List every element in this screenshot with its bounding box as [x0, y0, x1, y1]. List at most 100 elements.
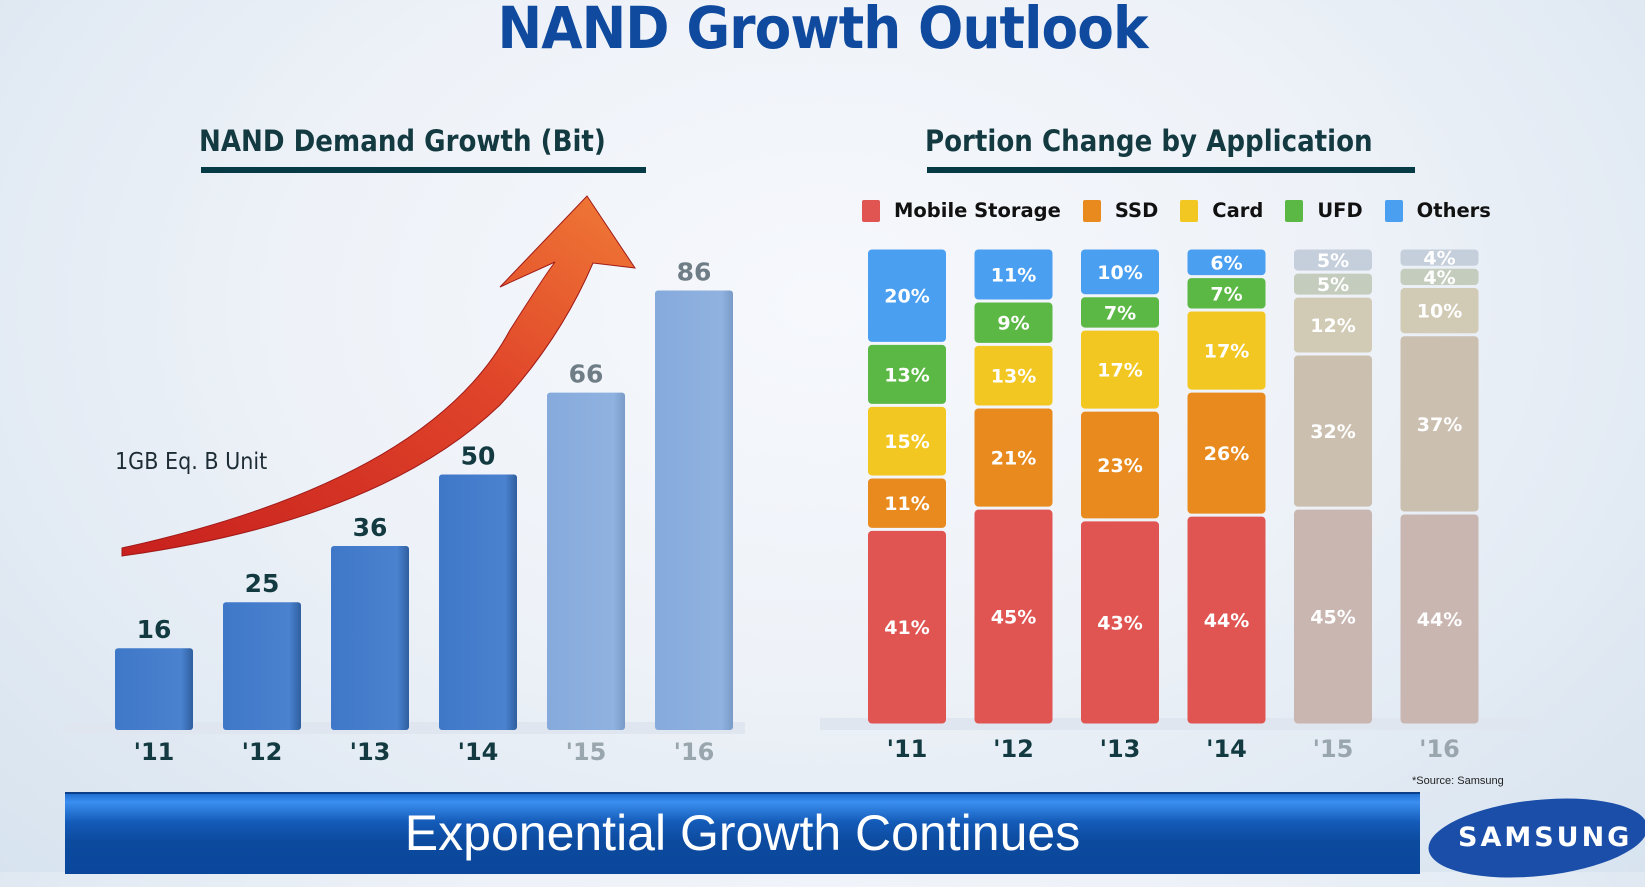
demand-axis-label: '12 [242, 738, 283, 766]
segment-others [868, 249, 946, 342]
growth-arrow-icon [121, 195, 637, 557]
segment-others [1294, 249, 1372, 271]
logo-text: SAMSUNG [1458, 822, 1633, 853]
legend-swatch-ufd [1285, 199, 1304, 222]
segment-label: 13% [991, 366, 1036, 388]
portion-axis-label: '12 [993, 735, 1034, 763]
demand-bar [439, 474, 517, 730]
segment-mobile-storage [868, 530, 946, 724]
segment-label: 9% [997, 313, 1029, 335]
demand-axis-label: '15 [566, 738, 607, 766]
segment-ufd [1081, 297, 1159, 328]
segment-label: 7% [1104, 302, 1136, 324]
demand-value-label: 86 [677, 257, 712, 286]
demand-axis-label: '16 [674, 738, 715, 766]
demand-bar [655, 290, 733, 730]
segment-label: 13% [884, 364, 929, 386]
segment-label: 7% [1210, 283, 1242, 305]
legend-swatch-others [1384, 199, 1403, 222]
unit-label: 1GB Eq. B Unit [115, 449, 268, 475]
demand-axis-label: '14 [458, 738, 499, 766]
segment-label: 5% [1317, 274, 1349, 296]
segment-label: 43% [1097, 612, 1142, 634]
segment-ssd [1081, 411, 1159, 519]
segment-label: 32% [1310, 421, 1355, 443]
legend-item-mobile-storage: Mobile Storage [862, 199, 1061, 222]
segment-label: 17% [1204, 341, 1249, 363]
segment-ufd [1294, 273, 1372, 295]
demand-value-label: 16 [137, 615, 172, 644]
slide-title: NAND Growth Outlook [497, 0, 1148, 62]
legend-item-card: Card [1180, 199, 1263, 222]
legend-swatch-ssd [1082, 199, 1101, 222]
demand-chart-title: NAND Demand Growth (Bit) [199, 124, 606, 158]
segment-card [1081, 330, 1159, 409]
portion-chart-title-underline [927, 167, 1415, 173]
segment-label: 17% [1097, 360, 1142, 382]
segment-label: 37% [1417, 414, 1462, 436]
source-note: *Source: Samsung [1412, 775, 1504, 787]
segment-label: 4% [1423, 248, 1455, 270]
banner-text: Exponential Growth Continues [404, 805, 1081, 861]
demand-value-label: 36 [353, 513, 388, 542]
demand-value-label: 66 [569, 360, 604, 389]
legend-label: Card [1212, 199, 1264, 222]
legend-label: Mobile Storage [894, 199, 1061, 222]
segment-card [974, 345, 1053, 406]
portion-chart-title: Portion Change by Application [925, 124, 1373, 158]
segment-label: 41% [884, 617, 929, 639]
segment-ssd [1187, 392, 1266, 514]
segment-card [868, 406, 946, 476]
segment-ufd [868, 344, 946, 404]
demand-axis-label: '13 [350, 738, 391, 766]
demand-value-label: 50 [461, 441, 496, 470]
demand-bar [331, 546, 409, 730]
segment-mobile-storage [1294, 509, 1372, 724]
portion-axis-label: '15 [1313, 735, 1354, 763]
portion-axis-label: '13 [1100, 735, 1141, 763]
segment-ufd [974, 302, 1053, 343]
segment-label: 23% [1097, 455, 1142, 477]
segment-label: 10% [1097, 262, 1142, 284]
segment-ufd [1400, 268, 1479, 286]
segment-label: 11% [991, 265, 1036, 287]
segment-card [1400, 288, 1479, 334]
demand-axis-label: '11 [134, 738, 175, 766]
legend-item-ufd: UFD [1285, 199, 1363, 222]
segment-others [1187, 249, 1266, 276]
portion-legend: Mobile Storage SSD Card UFD Others [862, 199, 1513, 222]
legend-swatch-card [1180, 199, 1199, 222]
segment-others [974, 249, 1053, 300]
segment-mobile-storage [1081, 521, 1159, 724]
legend-label: SSD [1114, 199, 1159, 222]
segment-label: 4% [1423, 267, 1455, 289]
demand-value-label: 25 [245, 569, 280, 598]
segment-label: 10% [1417, 301, 1462, 323]
segment-others [1081, 249, 1159, 295]
segment-label: 12% [1310, 315, 1355, 337]
segment-ssd [1400, 336, 1479, 512]
segment-ssd [974, 408, 1053, 507]
segment-card [1294, 297, 1372, 353]
portion-axis-label: '16 [1419, 735, 1460, 763]
segment-mobile-storage [1400, 514, 1479, 724]
segment-card [1187, 311, 1266, 390]
legend-item-ssd: SSD [1082, 199, 1159, 222]
segment-label: 15% [884, 431, 929, 453]
segment-label: 26% [1204, 443, 1249, 465]
segment-label: 45% [991, 607, 1036, 629]
banner: Exponential Growth Continues [65, 792, 1420, 874]
segment-label: 44% [1417, 609, 1462, 631]
demand-bar [223, 602, 301, 730]
legend-label: Others [1416, 199, 1491, 222]
segment-label: 6% [1210, 252, 1242, 274]
segment-label: 21% [991, 448, 1036, 470]
segment-label: 5% [1317, 250, 1349, 272]
segment-mobile-storage [1187, 516, 1266, 724]
segment-label: 20% [884, 286, 929, 308]
segment-mobile-storage [974, 509, 1053, 724]
legend-swatch-mobile-storage [862, 199, 880, 222]
segment-label: 44% [1204, 610, 1249, 632]
